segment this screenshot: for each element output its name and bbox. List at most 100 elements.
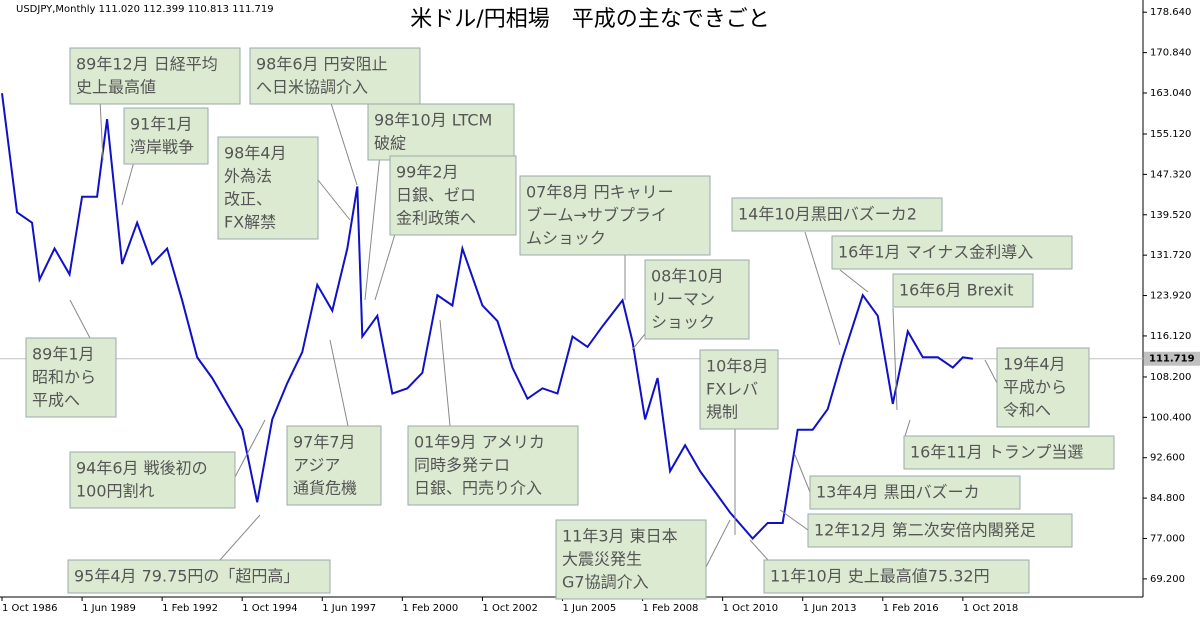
annotation-box	[25, 337, 117, 418]
annotation-text: 平成へ	[32, 391, 80, 410]
price-line	[1, 93, 973, 540]
y-tick-label: 77.000	[1150, 533, 1185, 544]
annotation-box	[831, 235, 1073, 270]
y-tick-label: 116.120	[1150, 331, 1191, 342]
annotation-text: 100円割れ	[76, 482, 155, 501]
annotation-text: 昭和から	[32, 368, 96, 387]
annotation-box	[123, 107, 209, 165]
annotation-text: 破綻	[374, 134, 406, 153]
annotation-text: 19年4月	[1003, 355, 1066, 374]
chart-header: USDJPY,Monthly 111.020 112.399 110.813 1…	[16, 4, 274, 15]
annotation-text: 12年12月 第二次安倍内閣発足	[814, 521, 1036, 540]
annotation-text: 令和へ	[1003, 401, 1051, 420]
annotation-text: 98年4月	[224, 144, 287, 163]
y-tick-label: 178.640	[1150, 7, 1191, 18]
annotation-text: 95年4月 79.75円の「超円高」	[74, 567, 299, 586]
y-tick-label: 108.200	[1150, 372, 1191, 383]
leader-line	[439, 319, 451, 427]
x-tick-label: 1 Jun 2013	[803, 603, 857, 614]
annotation-box	[809, 475, 1021, 510]
leader-line	[219, 514, 261, 561]
annotation-box	[644, 259, 750, 340]
leader-line	[317, 179, 351, 221]
annotation-box	[807, 513, 1073, 548]
y-tick-label: 155.120	[1150, 129, 1191, 140]
y-tick-label: 123.920	[1150, 291, 1191, 302]
current-price-label: 111.719	[1149, 354, 1195, 365]
x-tick-label: 1 Jun 2005	[562, 603, 616, 614]
annotation-text: 07年8月 円キャリー	[526, 183, 674, 202]
y-tick-label: 139.520	[1150, 210, 1191, 221]
annotation-text: 16年11月 トランプ当選	[910, 443, 1083, 462]
annotation-text: 99年2月	[396, 163, 459, 182]
annotation-box	[763, 559, 1030, 594]
annotation-text: 11年3月 東日本	[562, 527, 678, 546]
annotation-text: 改正、	[224, 190, 272, 209]
annotation-box	[69, 47, 241, 105]
annotation-text: FXレバ	[706, 380, 758, 399]
annotation-text: FX解禁	[224, 213, 276, 232]
x-tick-label: 1 Oct 2010	[723, 603, 778, 614]
x-tick-label: 1 Feb 1992	[162, 603, 218, 614]
annotation-text: 91年1月	[130, 115, 193, 134]
y-tick-label: 131.720	[1150, 250, 1191, 261]
leader-line	[984, 359, 998, 384]
annotation-text: 14年10月黒田バズーカ2	[738, 205, 917, 224]
leader-line	[804, 231, 841, 346]
annotation-box	[731, 197, 943, 232]
y-tick-label: 147.320	[1150, 169, 1191, 180]
y-tick-label: 100.400	[1150, 412, 1191, 423]
x-tick-label: 1 Oct 1994	[242, 603, 297, 614]
annotation-box	[996, 347, 1090, 428]
annotation-text: 97年7月	[293, 433, 356, 452]
annotation-text: 08年10月	[651, 267, 724, 286]
leader-line	[99, 99, 104, 161]
y-tick-label: 163.040	[1150, 88, 1191, 99]
y-tick-label: 92.600	[1150, 453, 1185, 464]
annotation-text: 01年9月 アメリカ	[414, 433, 545, 452]
annotation-box	[389, 155, 517, 236]
x-tick-label: 1 Feb 2000	[402, 603, 458, 614]
x-tick-label: 1 Feb 2008	[643, 603, 699, 614]
annotation-text: リーマン	[651, 290, 715, 309]
leader-line	[839, 269, 869, 293]
annotation-text: ブーム→サブプライ	[526, 206, 667, 225]
y-tick-label: 170.840	[1150, 48, 1191, 59]
annotation-box	[69, 451, 236, 509]
annotation-box	[407, 425, 579, 506]
annotation-box	[699, 349, 779, 430]
leader-line	[329, 99, 358, 186]
annotation-text: へ日米協調介入	[256, 78, 368, 97]
leader-line	[904, 419, 911, 437]
annotation-box	[519, 175, 711, 256]
annotation-text: 10年8月	[706, 357, 769, 376]
leader-line	[892, 307, 898, 411]
leader-line	[234, 419, 266, 478]
annotation-box	[217, 136, 319, 240]
current-price-box	[1144, 351, 1200, 366]
annotation-text: 16年6月 Brexit	[899, 281, 1014, 300]
annotation-text: 湾岸戦争	[130, 138, 194, 157]
x-tick-label: 1 Jun 1997	[322, 603, 376, 614]
annotation-box	[892, 273, 1034, 308]
annotation-box	[249, 47, 421, 105]
annotation-text: 13年4月 黒田バズーカ	[816, 483, 980, 502]
annotation-text: 89年1月	[32, 345, 95, 364]
x-tick-label: 1 Oct 1986	[2, 603, 57, 614]
annotation-text: ムショック	[526, 229, 606, 248]
annotation-text: 日銀、ゼロ	[396, 186, 476, 205]
x-tick-label: 1 Oct 2002	[482, 603, 537, 614]
annotation-text: 史上最高値	[76, 78, 156, 97]
annotation-text: G7協調介入	[562, 573, 649, 592]
annotation-text: 外為法	[224, 167, 272, 186]
annotation-box	[286, 425, 382, 506]
annotation-text: 98年6月 円安阻止	[256, 55, 388, 74]
x-tick-label: 1 Oct 2018	[963, 603, 1018, 614]
annotation-text: 日銀、円売り介入	[414, 479, 542, 498]
annotation-box	[903, 435, 1115, 470]
annotation-box	[367, 103, 515, 161]
annotation-text: 金利政策へ	[396, 209, 476, 228]
leader-line	[794, 454, 811, 493]
leader-line	[705, 519, 731, 568]
